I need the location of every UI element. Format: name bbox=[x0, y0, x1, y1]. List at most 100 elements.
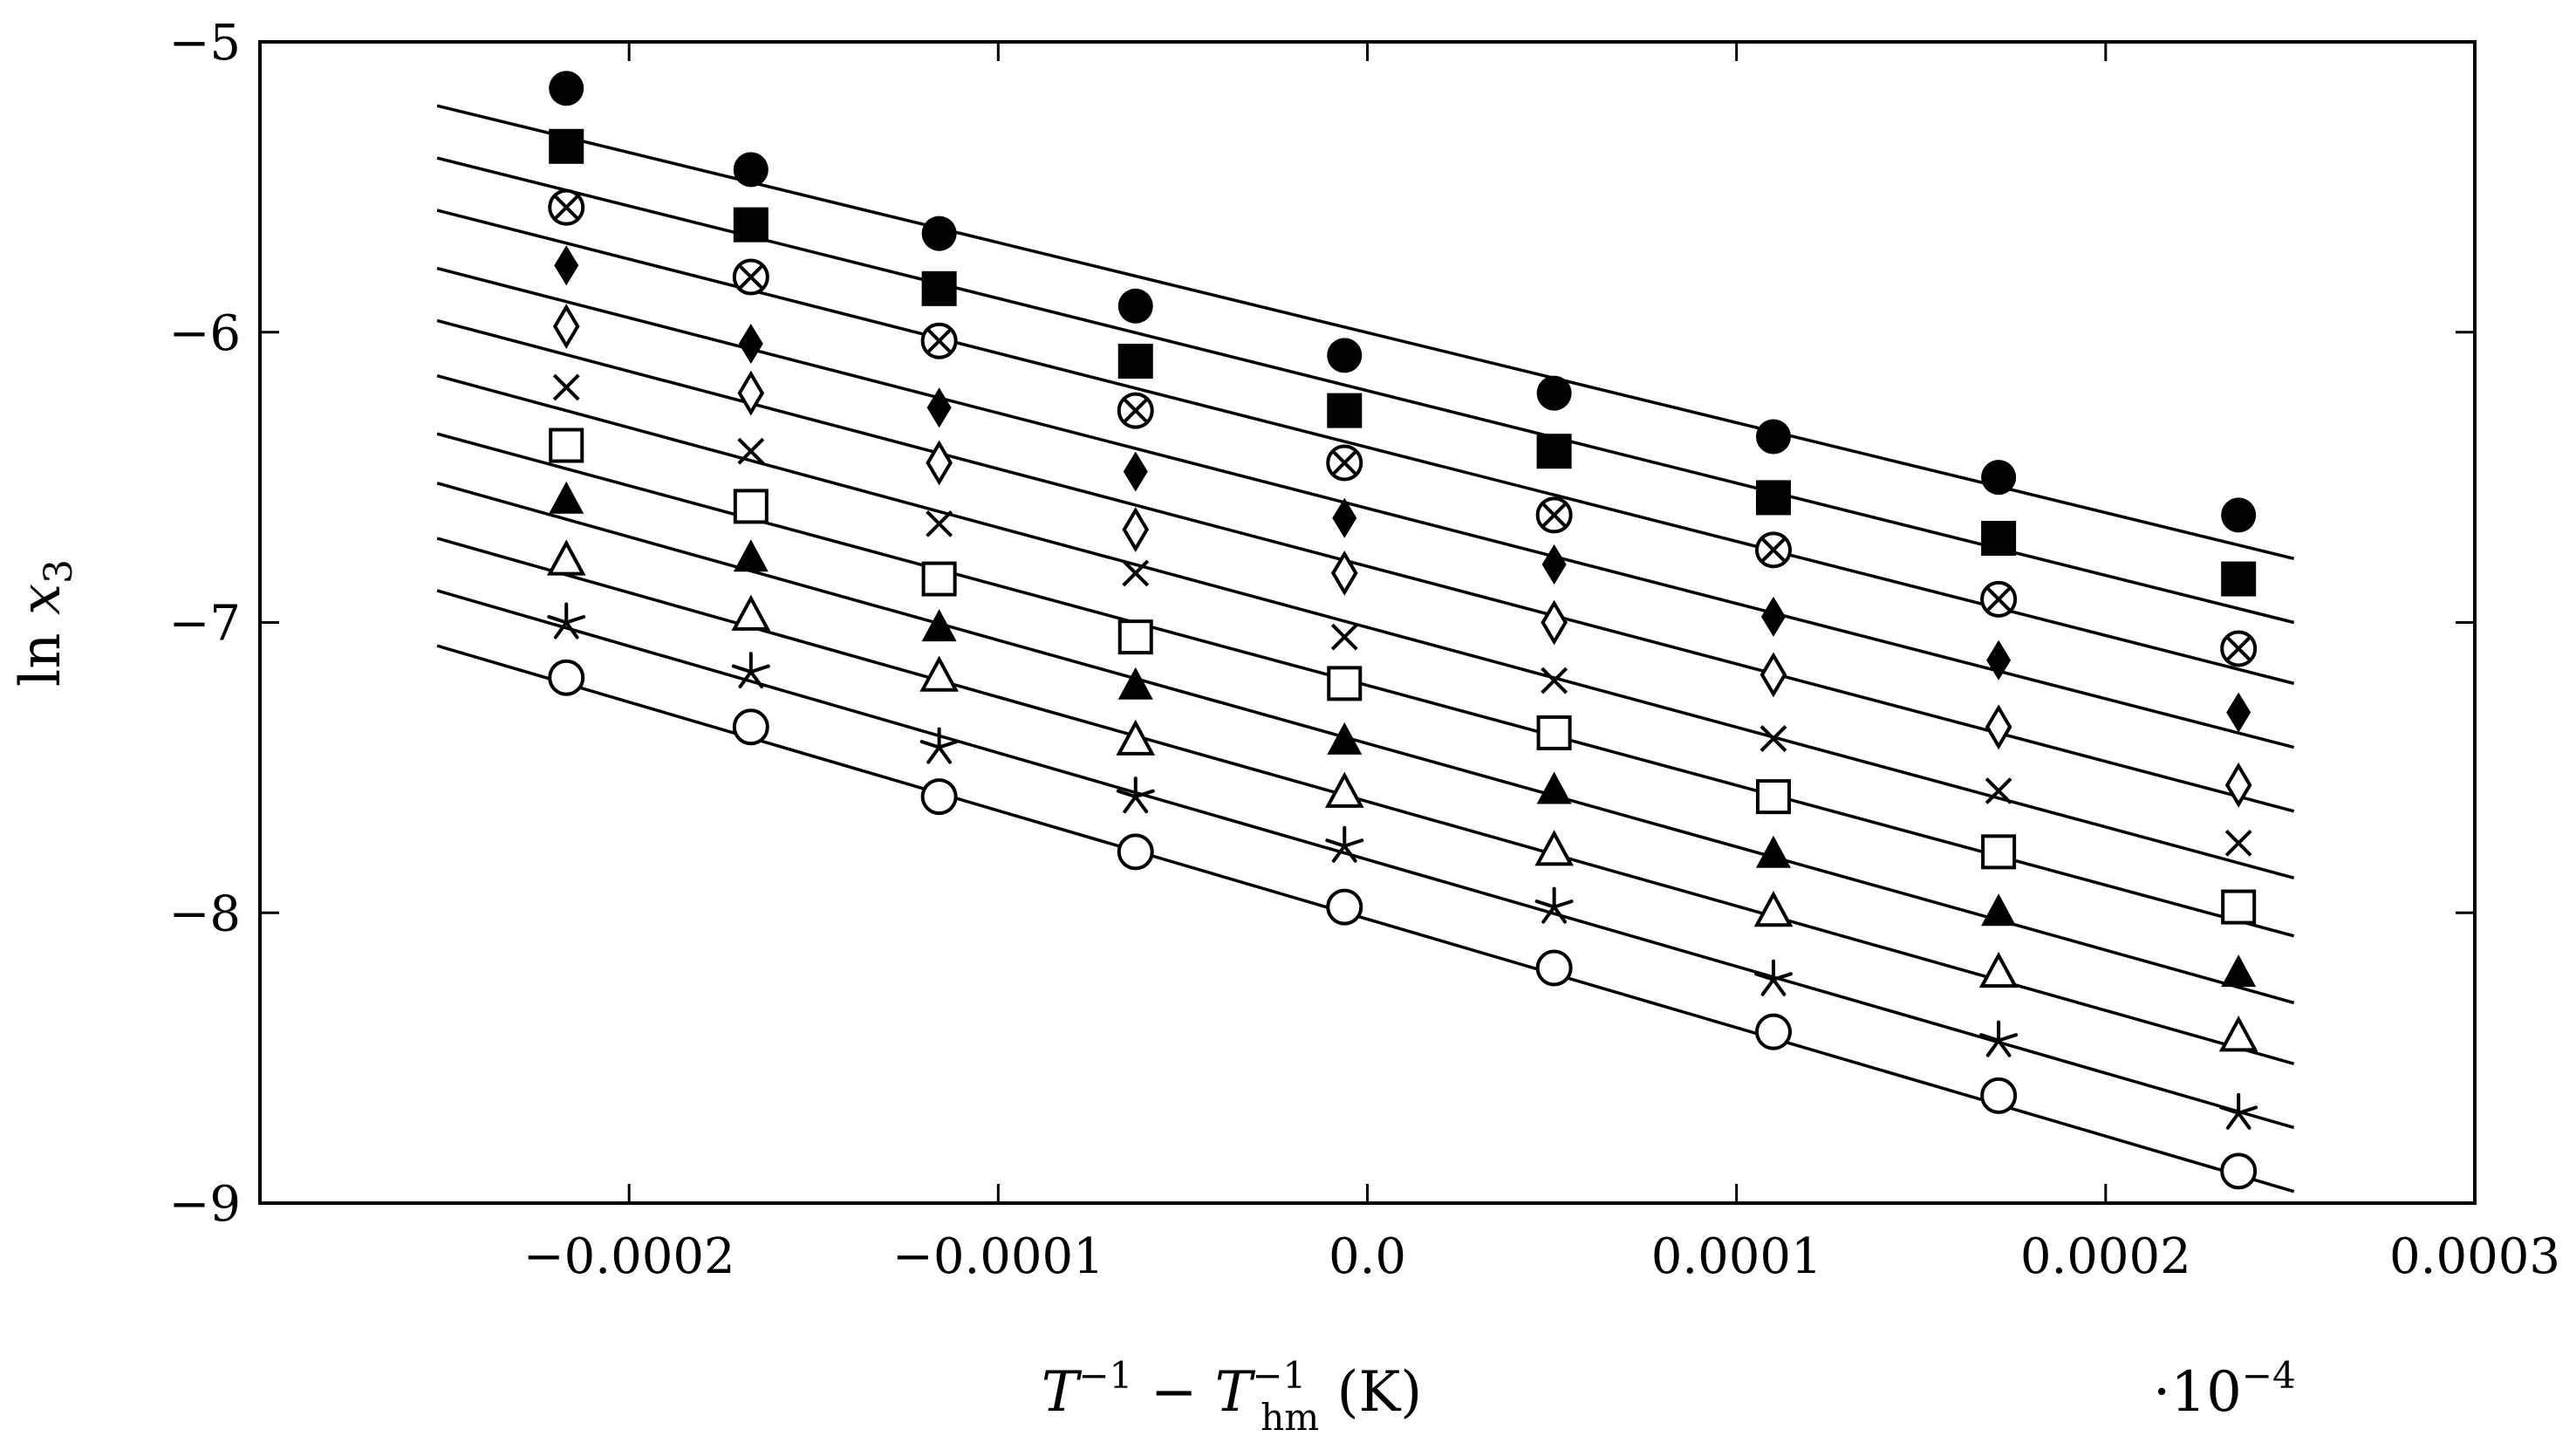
marker-star bbox=[1116, 776, 1155, 814]
marker-circle bbox=[920, 778, 958, 816]
y-axis-title: ln x3 bbox=[9, 559, 81, 687]
marker-filled-diamond bbox=[1541, 544, 1567, 585]
marker-square bbox=[1536, 715, 1572, 750]
marker-triangle bbox=[731, 594, 771, 631]
marker-star bbox=[1325, 825, 1364, 863]
marker-triangle bbox=[1753, 891, 1794, 927]
marker-diamond bbox=[1122, 507, 1150, 552]
marker-circle bbox=[1117, 833, 1154, 871]
marker-filled-triangle bbox=[1536, 771, 1572, 804]
marker-diamond bbox=[737, 370, 765, 416]
marker-filled-triangle bbox=[1755, 835, 1791, 868]
marker-diamond bbox=[926, 440, 953, 486]
marker-diamond bbox=[552, 304, 580, 350]
x-axis-title: T−1 − T−1 hm (K) bbox=[1042, 1354, 1423, 1439]
marker-circle-cross bbox=[732, 258, 769, 296]
marker-cross bbox=[552, 373, 580, 401]
marker-cross bbox=[2224, 829, 2252, 857]
marker-filled-diamond bbox=[1123, 451, 1148, 492]
y-tick-label: −7 bbox=[168, 596, 241, 653]
marker-square bbox=[1117, 619, 1153, 655]
marker-filled-circle bbox=[1117, 288, 1153, 324]
marker-filled-square bbox=[921, 270, 957, 306]
marker-filled-square bbox=[1755, 480, 1791, 516]
marker-cross bbox=[1759, 725, 1787, 753]
marker-filled-diamond bbox=[2226, 692, 2251, 733]
fit-lines bbox=[436, 104, 2295, 1194]
marker-square bbox=[1755, 779, 1791, 815]
marker-star bbox=[2219, 1092, 2258, 1130]
marker-star bbox=[919, 727, 959, 764]
marker-filled-triangle bbox=[1327, 722, 1363, 755]
marker-circle bbox=[1980, 1077, 2018, 1114]
x-tick-label: 0.0 bbox=[1329, 1228, 1406, 1285]
marker-square bbox=[921, 561, 957, 597]
marker-filled-triangle bbox=[921, 609, 957, 642]
marker-square bbox=[2221, 889, 2257, 925]
x-tick-label: −0.0001 bbox=[892, 1228, 1104, 1285]
marker-cross bbox=[1541, 667, 1568, 694]
marker-filled-circle bbox=[1981, 460, 2017, 496]
x-axis-multiplier: ·10−4 bbox=[2153, 1354, 2296, 1425]
marker-filled-square bbox=[1981, 521, 2017, 557]
marker-star bbox=[1754, 959, 1793, 996]
marker-triangle bbox=[1324, 771, 1364, 808]
marker-circle-cross bbox=[1535, 496, 1573, 534]
marker-filled-circle bbox=[1536, 375, 1572, 411]
marker-cross bbox=[1985, 777, 2012, 804]
marker-circle bbox=[1326, 888, 1363, 926]
marker-diamond bbox=[1541, 599, 1568, 646]
axis-ticks bbox=[260, 40, 2477, 1205]
fit-line-circle-cross bbox=[436, 209, 2295, 686]
x-tick-label: 0.0003 bbox=[2389, 1228, 2560, 1285]
marker-filled-square bbox=[1536, 434, 1572, 469]
marker-circle-cross bbox=[1754, 531, 1792, 569]
marker-circle bbox=[1754, 1013, 1792, 1050]
marker-filled-circle bbox=[2221, 497, 2257, 533]
marker-triangle bbox=[1978, 951, 2019, 988]
marker-filled-circle bbox=[733, 152, 769, 188]
marker-filled-square bbox=[1327, 393, 1363, 428]
marker-filled-circle bbox=[921, 215, 957, 251]
marker-star bbox=[1979, 1020, 2019, 1057]
marker-filled-diamond bbox=[1332, 497, 1357, 538]
marker-filled-diamond bbox=[554, 245, 579, 286]
x-tick-label: 0.0002 bbox=[2020, 1228, 2191, 1285]
marker-triangle bbox=[919, 655, 959, 692]
marker-filled-triangle bbox=[733, 539, 769, 572]
marker-filled-diamond bbox=[738, 324, 763, 365]
marker-filled-triangle bbox=[2221, 954, 2257, 988]
y-tick-label: −6 bbox=[168, 305, 241, 362]
marker-triangle bbox=[1116, 719, 1156, 756]
x-tick-label: −0.0002 bbox=[523, 1228, 735, 1285]
marker-cross bbox=[1122, 559, 1150, 587]
marker-circle-cross bbox=[1326, 444, 1363, 482]
marker-filled-square bbox=[1117, 344, 1153, 380]
plot-frame bbox=[258, 40, 2477, 1205]
fit-line-circle bbox=[436, 644, 2295, 1194]
marker-circle bbox=[548, 659, 585, 696]
marker-filled-circle bbox=[1755, 419, 1791, 455]
marker-star bbox=[731, 652, 770, 689]
marker-filled-triangle bbox=[1981, 893, 2017, 927]
marker-filled-square bbox=[2221, 561, 2257, 597]
marker-square bbox=[549, 427, 584, 463]
marker-square bbox=[1327, 666, 1363, 701]
marker-triangle bbox=[2218, 1016, 2258, 1052]
marker-filled-diamond bbox=[1986, 640, 2012, 681]
marker-filled-triangle bbox=[1117, 667, 1153, 700]
marker-filled-diamond bbox=[1760, 596, 1786, 637]
marker-filled-circle bbox=[549, 71, 584, 106]
y-tick-label: −9 bbox=[168, 1176, 241, 1233]
marker-circle-cross bbox=[2220, 630, 2258, 667]
marker-circle bbox=[2220, 1152, 2258, 1190]
marker-diamond bbox=[1330, 551, 1358, 596]
marker-star bbox=[547, 602, 586, 640]
marker-filled-circle bbox=[1327, 338, 1363, 373]
marker-circle-cross bbox=[1980, 580, 2018, 618]
marker-circle-cross bbox=[1117, 392, 1154, 429]
fit-line-cross bbox=[436, 373, 2295, 880]
marker-circle bbox=[732, 708, 769, 746]
marker-circle-cross bbox=[548, 188, 585, 226]
